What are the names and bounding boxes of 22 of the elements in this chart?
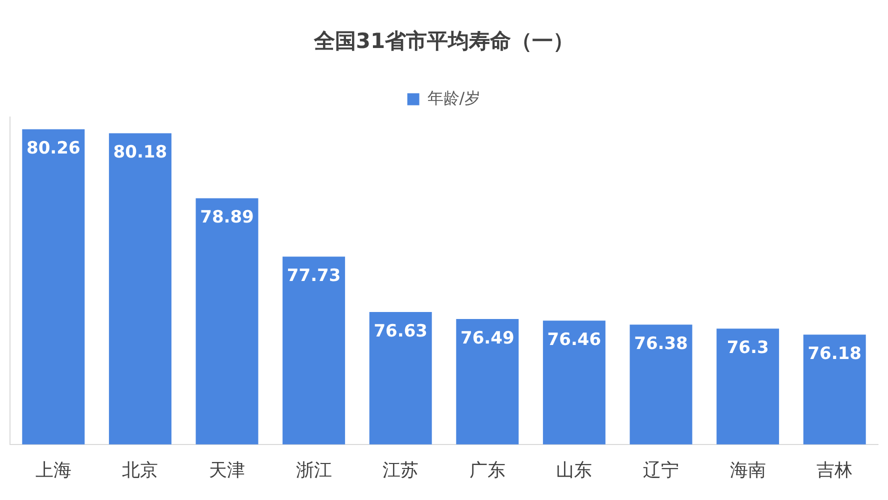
x-tick-label: 天津 — [209, 460, 245, 481]
data-label: 80.18 — [113, 142, 168, 163]
data-label: 76.3 — [726, 338, 769, 358]
x-tick-label: 山东 — [556, 460, 592, 481]
data-label: 77.73 — [286, 266, 341, 286]
data-label: 80.26 — [26, 138, 80, 159]
x-tick-label: 浙江 — [296, 460, 332, 481]
x-tick-label: 上海 — [35, 460, 72, 481]
data-label: 76.38 — [634, 334, 688, 354]
x-tick-label: 吉林 — [816, 460, 853, 481]
data-label: 76.49 — [460, 328, 514, 348]
x-tick-label: 广东 — [469, 460, 506, 481]
x-tick-label: 辽宁 — [643, 460, 679, 481]
x-tick-label: 北京 — [122, 460, 158, 481]
data-label: 76.63 — [374, 321, 428, 342]
data-label: 76.18 — [808, 344, 862, 364]
data-label: 78.89 — [200, 208, 254, 228]
legend-label: 年龄/岁 — [427, 88, 481, 108]
chart-title: 全国31省市平均寿命（一） — [312, 29, 574, 54]
x-tick-label: 江苏 — [382, 460, 419, 481]
x-tick-label: 海南 — [730, 460, 766, 481]
data-label: 76.46 — [547, 330, 602, 350]
